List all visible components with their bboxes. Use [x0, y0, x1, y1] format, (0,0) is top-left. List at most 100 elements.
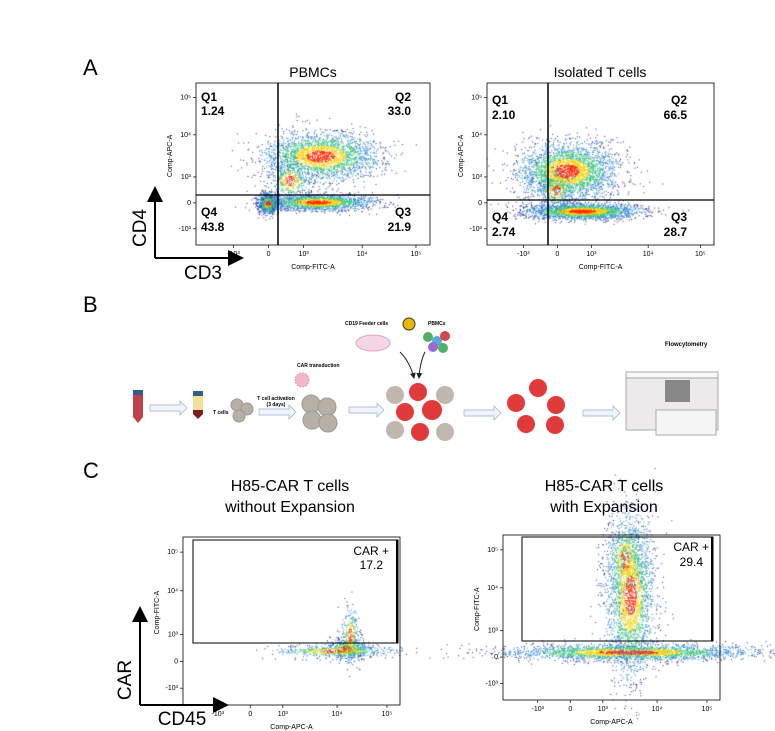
x-tick-label: 10³	[586, 251, 597, 258]
marker-y-label: CD4	[130, 209, 151, 247]
plot-isolated-t-cells: Isolated T cells Q1 2.10 Q2 66.5 Q3 28.7…	[458, 64, 715, 271]
x-tick-label: 10⁵	[695, 251, 706, 258]
workflow-diagram: T cells T cell activation (3 days) CAR t…	[133, 317, 719, 441]
plot-title-line2: without Expansion	[224, 499, 355, 516]
y-tick-label: 10⁴	[471, 132, 482, 139]
y-tick-label: 10⁵	[167, 549, 178, 556]
q4-label: Q4	[201, 205, 217, 219]
gate-value: 29.4	[680, 555, 704, 569]
feeder-cells-icon	[355, 334, 391, 352]
plot-title: Isolated T cells	[554, 64, 647, 80]
y-tick-label: 10³	[488, 628, 499, 635]
y-tick-label: 10⁵	[180, 95, 191, 102]
marker-axes-a: CD4 CD3	[130, 186, 244, 284]
y-tick-label: 10³	[472, 174, 483, 181]
q1-label: Q1	[201, 90, 217, 104]
x-axis-label: Comp-FITC-A	[291, 264, 335, 271]
flowcytometry-label: Flowcytometry	[665, 342, 708, 348]
y-axis-label: Comp-APC-A	[458, 134, 465, 177]
x-tick-label: 10⁵	[382, 711, 393, 718]
marker-y-label: CAR	[115, 660, 136, 700]
x-tick-label: -10³	[517, 251, 530, 258]
x-tick-label: 10⁵	[411, 251, 422, 258]
y-axis-label: Comp-FITC-A	[474, 587, 481, 631]
x-axis-label: Comp-APC-A	[270, 724, 313, 731]
q3-value: 28.7	[664, 225, 688, 239]
x-tick-label: 10⁴	[652, 706, 663, 713]
x-axis-label: Comp-APC-A	[590, 719, 633, 726]
y-tick-label: 10³	[168, 631, 179, 638]
coculture-icon	[386, 383, 454, 441]
pbmcs-icon	[423, 331, 450, 353]
y-tick-label: 0	[174, 658, 178, 665]
y-tick-label: 0	[478, 200, 482, 207]
transduced-cells-icon	[301, 394, 338, 433]
y-tick-label: 10⁵	[471, 95, 482, 102]
x-tick-label: 0	[568, 706, 572, 713]
x-tick-label: 0	[555, 251, 559, 258]
y-tick-label: -10³	[166, 685, 179, 692]
plot-frame	[502, 534, 721, 701]
arrow-2	[258, 404, 297, 420]
arrow-4	[463, 405, 502, 421]
q2-value: 33.0	[388, 104, 412, 118]
q2-value: 66.5	[664, 108, 688, 122]
x-tick-label: 10³	[278, 711, 289, 718]
gate-label: CAR +	[673, 540, 709, 554]
q1-label: Q1	[492, 93, 508, 107]
y-tick-label: 0	[187, 200, 191, 207]
arrow-3	[348, 402, 385, 418]
plot-title-line2: with Expansion	[549, 499, 658, 516]
panel-label-c: C	[83, 458, 99, 483]
activation-label: T cell activation	[257, 396, 295, 402]
q3-label: Q3	[671, 210, 687, 224]
x-tick-label: 10³	[299, 251, 310, 258]
y-tick-label: 0	[494, 654, 498, 661]
q4-value: 2.74	[492, 225, 516, 239]
y-tick-label: -10³	[470, 226, 483, 233]
activation-days: (3 days)	[267, 402, 286, 408]
radiation-icon	[402, 317, 416, 331]
y-axis-label: Comp-FITC-A	[154, 590, 161, 634]
q3-value: 21.9	[388, 220, 412, 234]
y-tick-label: 10⁴	[167, 588, 178, 595]
panel-label-b: B	[83, 292, 98, 317]
plot-frame	[182, 536, 401, 706]
x-tick-label: 10⁴	[643, 251, 654, 258]
x-tick-label: 0	[267, 251, 271, 258]
plot-pbmcs: PBMCs Q1 1.24 Q2 33.0 Q3 21.9 Q4 43.8 -1…	[167, 64, 431, 271]
feeder-cells-label: CD19 Feeder cells	[345, 321, 388, 327]
plot-title-line1: H85-CAR T cells	[231, 478, 350, 495]
plot-with-expansion: CAR + 29.4 -10³ 0 10³ 10⁴ 10⁵ 10⁵ 10⁴ 10³ 0 -10³ C…	[474, 534, 721, 726]
pbmc-arrow	[416, 351, 426, 379]
marker-x-label: CD3	[184, 263, 222, 284]
plot-frame	[486, 82, 715, 246]
plot-title: PBMCs	[289, 64, 336, 80]
x-tick-label: -10³	[211, 711, 224, 718]
blood-tube-icon	[133, 390, 143, 423]
x-tick-label: 10³	[598, 706, 609, 713]
plot-title-line1: H85-CAR T cells	[545, 478, 664, 495]
gate-value: 17.2	[360, 558, 384, 572]
plot-without-expansion: CAR + 17.2 -10³ 0 10³ 10⁴ 10⁵ 10⁵ 10⁴ 10³ 0 -10³ C…	[154, 536, 401, 731]
plot-frame	[195, 82, 431, 246]
car-transduction-label: CAR transduction	[297, 363, 340, 369]
marker-axes-c: CAR CD45	[115, 606, 229, 730]
t-cells-label: T cells	[213, 410, 229, 416]
separated-tube-icon	[193, 391, 203, 419]
gate-label: CAR +	[353, 544, 389, 558]
x-axis-label: Comp-FITC-A	[579, 264, 623, 271]
q4-label: Q4	[492, 210, 508, 224]
x-tick-label: 10⁴	[357, 251, 368, 258]
marker-x-label: CD45	[158, 709, 207, 730]
pbmcs-label: PBMCs	[428, 321, 446, 327]
q2-label: Q2	[671, 93, 687, 107]
x-tick-label: 10⁴	[332, 711, 343, 718]
q2-label: Q2	[395, 90, 411, 104]
y-tick-label: 10³	[181, 174, 192, 181]
y-tick-label: 10⁵	[487, 547, 498, 554]
x-tick-label: 0	[248, 711, 252, 718]
